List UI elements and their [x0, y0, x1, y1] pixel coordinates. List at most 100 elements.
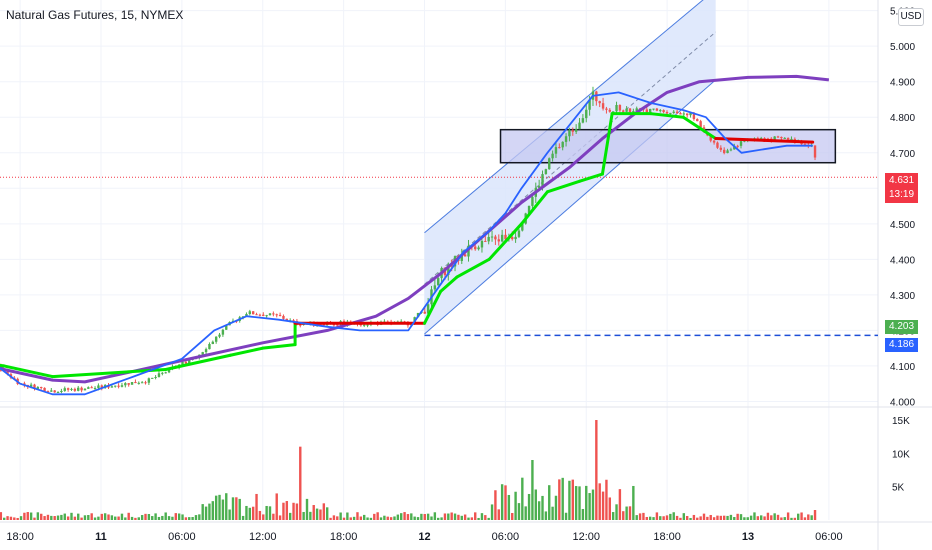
volume-bar: [379, 517, 383, 520]
volume-bar: [780, 517, 783, 520]
volume-bar: [746, 517, 749, 520]
volume-bar: [33, 517, 36, 520]
volume-tick-label: 5K: [892, 483, 905, 494]
candle-body: [659, 110, 662, 112]
volume-bar: [403, 512, 406, 520]
candle-body: [776, 136, 780, 138]
volume-bar: [184, 517, 188, 520]
candle-body: [258, 314, 262, 316]
volume-bar: [366, 517, 369, 520]
volume-bar: [288, 512, 292, 520]
candle-body: [561, 141, 564, 148]
volume-bar: [369, 517, 373, 520]
candle-body: [40, 387, 43, 389]
volume-bar: [544, 511, 548, 520]
candle-body: [662, 110, 665, 112]
volume-bar: [245, 505, 248, 520]
volume-bar: [36, 512, 40, 520]
price-tick-label: 4.300: [890, 291, 915, 302]
time-tick-label: 12:00: [249, 531, 277, 543]
volume-bar: [29, 512, 33, 520]
candle-body: [598, 101, 601, 104]
candle-body: [615, 105, 618, 112]
volume-bar: [77, 513, 80, 520]
candle-body: [736, 145, 739, 147]
volume-bar: [447, 513, 450, 520]
volume-bar: [40, 513, 43, 520]
candle-body: [447, 264, 450, 275]
candle-body: [80, 387, 83, 391]
candle-body: [611, 111, 615, 113]
volume-bar: [474, 512, 477, 520]
volume-bar: [127, 512, 130, 520]
candle-body: [669, 112, 672, 114]
volume-bar: [9, 516, 13, 520]
volume-bar: [325, 507, 329, 520]
time-tick-label: 13: [742, 531, 754, 543]
volume-bar: [588, 493, 591, 520]
volume-bar: [114, 516, 117, 520]
volume-bar: [679, 517, 682, 520]
volume-bar: [628, 506, 632, 520]
volume-bar: [181, 514, 184, 520]
volume-bar: [601, 491, 605, 520]
candle-body: [514, 236, 517, 240]
volume-bar: [251, 506, 255, 520]
volume-bar: [231, 497, 235, 520]
volume-bar: [248, 507, 252, 520]
candle-body: [665, 111, 669, 114]
candle-body: [154, 376, 157, 378]
volume-bar: [722, 515, 726, 520]
volume-bar: [188, 517, 191, 520]
volume-bar: [90, 513, 93, 520]
candle-body: [336, 324, 339, 326]
candle-body: [625, 108, 628, 112]
candle-body: [184, 361, 188, 364]
volume-bar: [191, 517, 194, 520]
candle-body: [433, 285, 437, 290]
candle-body: [632, 111, 635, 113]
candle-body: [426, 304, 430, 314]
candle-body: [675, 111, 679, 114]
volume-bar: [803, 517, 807, 520]
moving-average-fast-line: [0, 91, 813, 396]
candle-body: [722, 149, 726, 154]
volume-bar: [225, 493, 228, 520]
volume-bar: [585, 485, 588, 520]
volume-bar: [255, 493, 258, 520]
step-line-segment: [2, 364, 54, 379]
candle-body: [712, 140, 716, 143]
candle-body: [554, 147, 558, 154]
volume-bar: [83, 515, 87, 520]
time-tick-label: 06:00: [815, 531, 843, 543]
candle-body: [719, 147, 723, 150]
volume-bar: [56, 515, 60, 520]
candle-body: [285, 318, 289, 321]
candle-body: [531, 196, 534, 206]
volume-bar: [134, 517, 137, 520]
volume-bar: [66, 516, 70, 520]
volume-bar: [494, 490, 497, 520]
volume-bar: [749, 515, 753, 520]
candle-body: [117, 385, 120, 387]
candle-body: [729, 149, 733, 151]
volume-bar: [339, 512, 342, 520]
volume-bar: [635, 515, 638, 520]
price-tick-label: 4.400: [890, 255, 915, 266]
volume-bar: [484, 515, 487, 520]
candle-body: [541, 174, 544, 187]
candle-body: [272, 313, 275, 315]
currency-button[interactable]: USD: [898, 8, 924, 26]
channel-upper-line: [424, 0, 704, 234]
volume-bar: [305, 498, 309, 520]
candle-body: [147, 378, 151, 383]
countdown-value: 13:19: [888, 189, 915, 200]
step-line-segment: [455, 257, 491, 279]
volume-bar: [766, 512, 770, 520]
volume-bar: [709, 514, 712, 520]
candle-body: [134, 382, 137, 384]
candle-body: [43, 387, 46, 392]
volume-bar: [514, 491, 517, 520]
candle-body: [93, 387, 97, 389]
